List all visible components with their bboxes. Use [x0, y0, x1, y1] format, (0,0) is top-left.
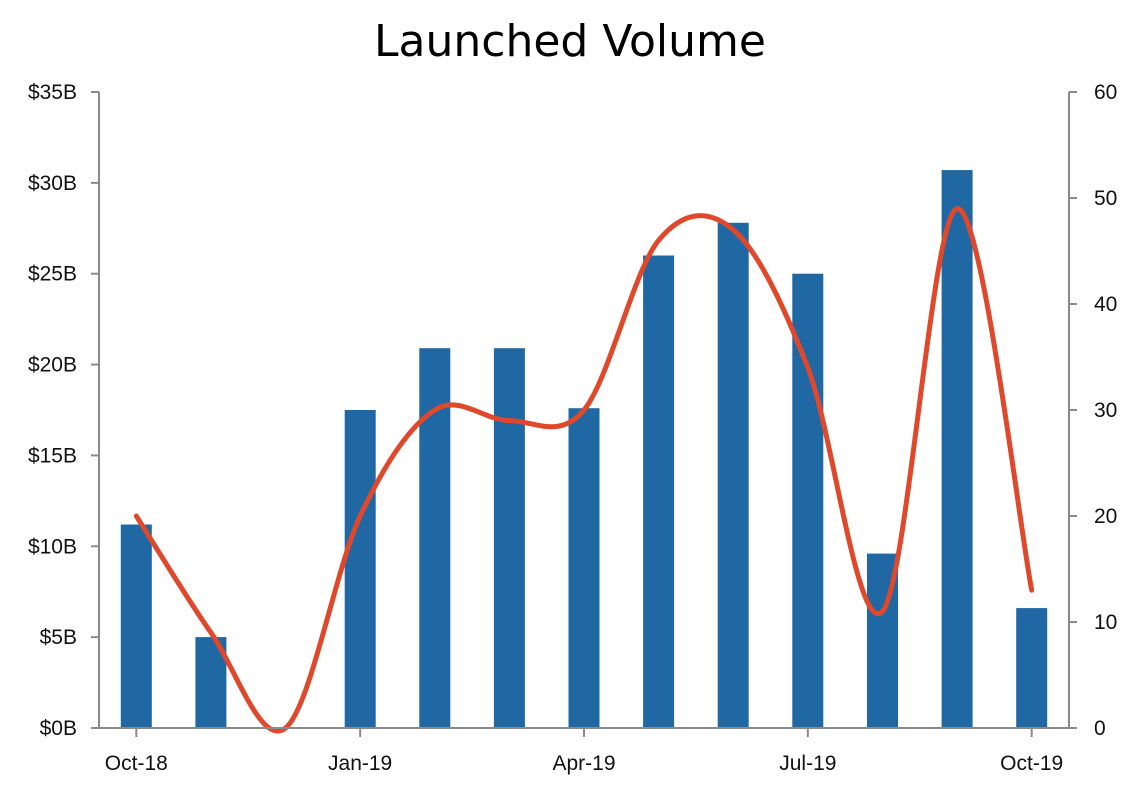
x-tick-label: Apr-19 — [552, 752, 615, 775]
y-tick-label: $25B — [28, 263, 77, 286]
y2-tick-label: 0 — [1094, 717, 1106, 740]
y2-tick-label: 60 — [1094, 81, 1117, 104]
chart-title: Launched Volume — [374, 16, 766, 67]
y-tick-label: $35B — [28, 81, 77, 104]
y2-tick-label: 30 — [1094, 399, 1117, 422]
x-tick-label: Oct-18 — [105, 752, 168, 775]
y-tick-label: $5B — [40, 626, 77, 649]
y2-tick-label: 20 — [1094, 505, 1117, 528]
bar — [568, 408, 600, 728]
x-tick-label: Jan-19 — [328, 752, 392, 775]
y-tick-label: $30B — [28, 172, 77, 195]
line-series — [133, 206, 1035, 734]
bar — [1016, 608, 1048, 728]
bar — [792, 273, 824, 728]
bar — [941, 170, 973, 729]
bar — [493, 348, 525, 728]
bar — [120, 524, 152, 728]
bar — [344, 410, 376, 728]
y2-tick-label: 10 — [1094, 611, 1117, 634]
bar — [643, 255, 675, 728]
y-tick-label: $20B — [28, 354, 77, 377]
y-tick-label: $15B — [28, 444, 77, 467]
x-tick-label: Oct-19 — [1000, 752, 1063, 775]
series-line — [133, 206, 1035, 734]
bar — [717, 222, 749, 729]
x-tick-label: Jul-19 — [779, 752, 836, 775]
axes — [91, 91, 1077, 737]
y2-tick-label: 50 — [1094, 187, 1117, 210]
tick-labels: $0B $5B $10B $15B $20B $25B $30B $35B 0 10 20 30 40 5… — [28, 81, 1117, 775]
y-tick-label: $10B — [28, 535, 77, 558]
bar-series — [120, 170, 1048, 729]
y2-tick-label: 40 — [1094, 293, 1117, 316]
y-tick-label: $0B — [40, 717, 77, 740]
